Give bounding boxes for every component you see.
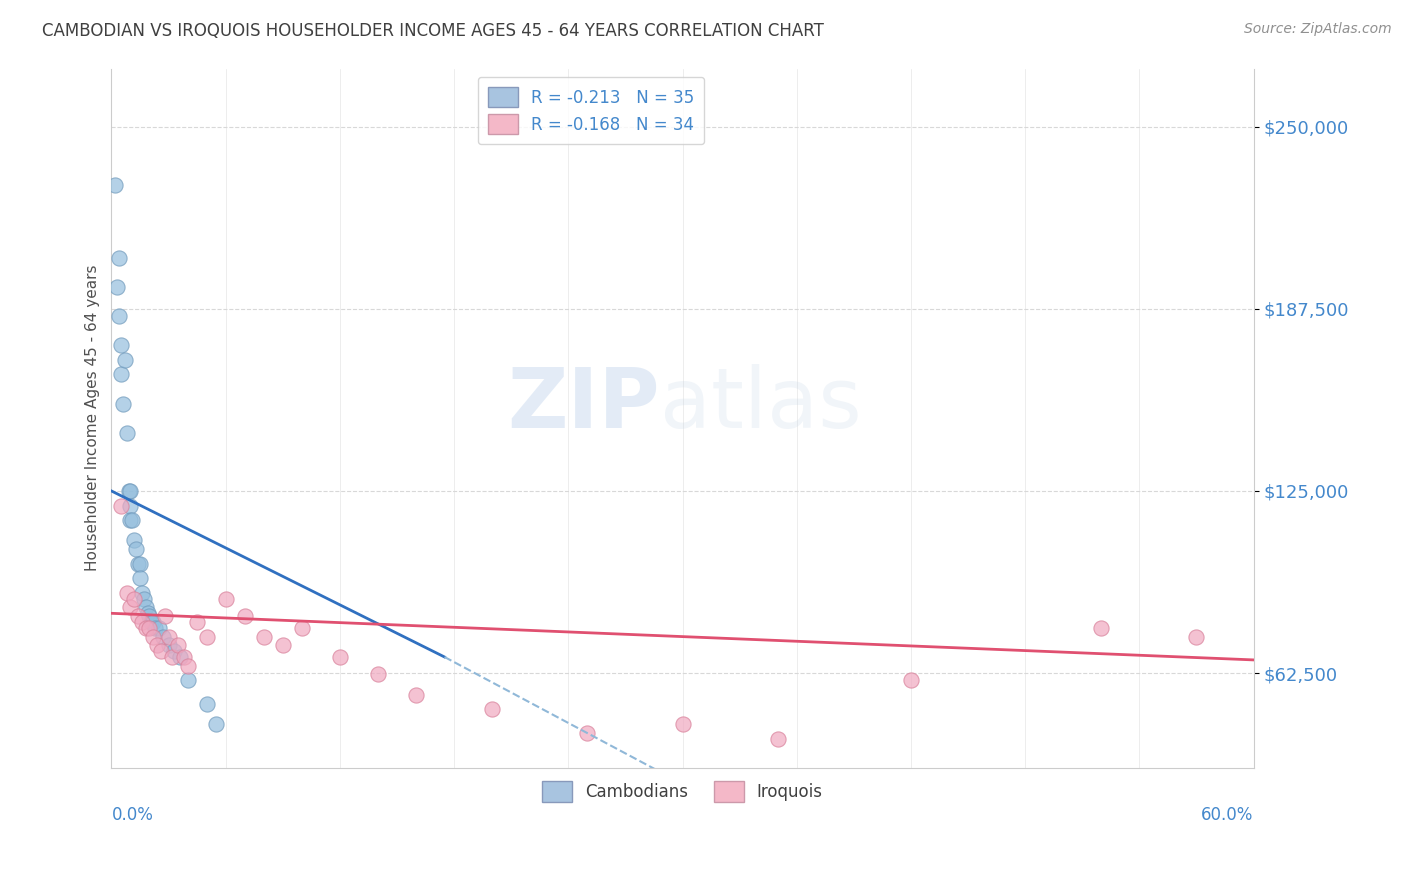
Point (146, 638, 169, 652)
Point (104, 178, 127, 192)
Point (214, 591, 236, 606)
Point (131, 586, 153, 600)
Point (120, 499, 142, 513)
Point (125, 542, 148, 557)
Point (142, 615, 165, 629)
Point (115, 425, 138, 440)
Point (481, 702, 503, 716)
Y-axis label: Householder Income Ages 45 - 64 years: Householder Income Ages 45 - 64 years (86, 265, 100, 572)
Point (173, 650, 195, 665)
Text: Source: ZipAtlas.com: Source: ZipAtlas.com (1244, 22, 1392, 37)
Point (110, 338, 132, 352)
Point (135, 600, 157, 615)
Point (122, 533, 145, 548)
Point (120, 600, 142, 615)
Point (127, 609, 149, 624)
Point (138, 621, 160, 635)
Point (132, 591, 155, 606)
Point (141, 615, 163, 629)
Text: 60.0%: 60.0% (1201, 806, 1254, 824)
Point (108, 309, 131, 323)
Point (120, 483, 142, 498)
Point (115, 586, 138, 600)
Point (233, 609, 256, 624)
Legend: Cambodians, Iroquois: Cambodians, Iroquois (536, 774, 830, 808)
Point (142, 630, 165, 644)
Point (186, 615, 208, 629)
Text: ZIP: ZIP (508, 364, 659, 444)
Point (766, 731, 789, 746)
Point (121, 513, 143, 527)
Point (671, 717, 693, 731)
Point (135, 621, 157, 635)
Point (136, 607, 159, 621)
Point (205, 717, 228, 731)
Point (148, 621, 170, 635)
Point (405, 688, 427, 702)
Point (129, 557, 152, 571)
Point (195, 697, 218, 711)
Point (167, 638, 190, 652)
Point (367, 667, 389, 681)
Point (163, 644, 186, 658)
Point (143, 621, 166, 635)
Point (1090, 621, 1112, 635)
Point (131, 615, 153, 629)
Point (149, 644, 172, 658)
Point (157, 638, 180, 652)
Point (291, 621, 314, 635)
Point (105, 280, 128, 294)
Point (117, 483, 139, 498)
Point (195, 630, 218, 644)
Point (108, 251, 131, 265)
Point (162, 650, 184, 665)
Point (129, 571, 152, 585)
Point (138, 609, 160, 624)
Point (110, 368, 132, 382)
Point (127, 557, 149, 571)
Text: atlas: atlas (659, 364, 862, 444)
Point (122, 591, 145, 606)
Point (152, 630, 174, 644)
Text: 0.0%: 0.0% (111, 806, 153, 824)
Point (176, 658, 198, 673)
Point (329, 650, 352, 665)
Point (253, 630, 276, 644)
Point (157, 630, 180, 644)
Point (576, 725, 599, 739)
Point (169, 650, 191, 665)
Point (120, 513, 142, 527)
Point (114, 352, 136, 367)
Point (176, 673, 198, 688)
Point (153, 609, 176, 624)
Point (111, 396, 134, 410)
Point (900, 673, 922, 688)
Text: CAMBODIAN VS IROQUOIS HOUSEHOLDER INCOME AGES 45 - 64 YEARS CORRELATION CHART: CAMBODIAN VS IROQUOIS HOUSEHOLDER INCOME… (42, 22, 824, 40)
Point (110, 499, 132, 513)
Point (271, 638, 294, 652)
Point (1185, 630, 1208, 644)
